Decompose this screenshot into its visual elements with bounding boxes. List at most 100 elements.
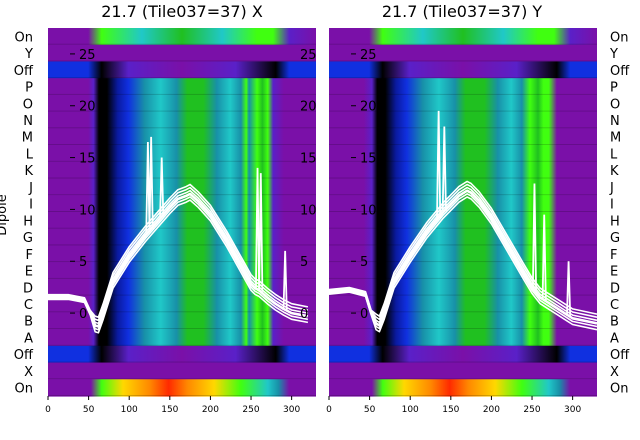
x-tick-label: 200: [483, 405, 500, 415]
row-label-left: C: [24, 298, 33, 313]
overlay-tick-label: 10: [79, 203, 96, 218]
x-tick-label: 0: [45, 405, 51, 415]
overlay-tick-label: 25: [360, 48, 377, 63]
row-separator: [329, 378, 597, 380]
row-label-right: E: [610, 265, 618, 280]
heatmap-row: [329, 345, 597, 364]
trace-line: [48, 186, 309, 322]
row-separator: [48, 227, 316, 229]
heatmap-x: [48, 28, 316, 397]
row-separator: [329, 43, 597, 45]
trace-line: [328, 193, 598, 330]
overlay-tick-label-edge: 15: [300, 152, 317, 167]
heatmap-row: [329, 78, 597, 96]
row-label-right: Off: [610, 348, 630, 363]
row-label-right: C: [610, 298, 619, 313]
row-separator: [48, 211, 316, 212]
row-label-left: Off: [14, 348, 34, 363]
heatmap-row: [48, 78, 316, 96]
row-separator: [329, 144, 597, 146]
row-label-left: O: [23, 97, 33, 112]
row-separator: [48, 277, 316, 279]
x-tick-label: 300: [564, 405, 581, 415]
trace-spike: [258, 173, 264, 292]
y-axis-label: Dipole: [0, 194, 10, 235]
row-separator: [329, 211, 597, 212]
row-separator: [48, 77, 316, 79]
row-label-right: B: [610, 315, 619, 330]
heatmap-row: [329, 28, 597, 46]
heatmap-row: [329, 312, 597, 330]
row-label-right: M: [610, 131, 621, 146]
heatmap-row: [48, 329, 316, 347]
heatmap-row: [329, 362, 597, 380]
overlay-tick-label-edge: 10: [300, 203, 317, 218]
trace-spike: [159, 157, 165, 217]
heatmap-row: [48, 111, 316, 129]
trace-line: [48, 189, 309, 325]
heatmap-row: [329, 128, 597, 146]
row-separator: [48, 60, 316, 62]
row-separator: [329, 395, 597, 396]
row-separator: [48, 294, 316, 296]
row-label-left: E: [25, 265, 33, 280]
row-label-right: On: [610, 30, 628, 45]
row-label-left: On: [15, 382, 33, 397]
trace-spike: [282, 250, 288, 310]
overlay-tick-label: 25: [79, 48, 96, 63]
heatmap-row: [329, 295, 597, 313]
overlay-tick-label: 10: [360, 203, 377, 218]
x-axis-ticks-y: 0 50 100 150 200 250 300: [326, 396, 581, 415]
heatmap-row: [329, 111, 597, 129]
x-tick-label: 250: [523, 405, 540, 415]
row-separator: [329, 294, 597, 296]
row-separator: [48, 244, 316, 246]
row-label-left: L: [26, 147, 34, 162]
row-label-right: A: [610, 331, 619, 346]
row-separator: [48, 93, 316, 95]
row-separator: [329, 177, 597, 179]
heatmap-row: [48, 262, 316, 280]
row-separator: [329, 261, 597, 263]
row-separator: [329, 344, 597, 346]
row-separator: [48, 127, 316, 129]
heatmap-row: [329, 195, 597, 213]
row-separator: [48, 328, 316, 330]
x-tick-label: 50: [83, 405, 95, 415]
x-tick-label: 50: [364, 405, 376, 415]
row-separator: [48, 144, 316, 146]
row-label-left: M: [22, 131, 33, 146]
heatmap-row: [329, 212, 597, 230]
trace-line: [48, 183, 309, 319]
row-label-left: H: [23, 214, 33, 229]
row-separator: [329, 127, 597, 129]
overlay-tick-label: 5: [360, 255, 368, 270]
row-separator: [48, 378, 316, 380]
row-label-right: J: [609, 181, 614, 196]
heatmap-row: [48, 94, 316, 113]
row-separator: [329, 277, 597, 279]
row-separator: [48, 177, 316, 179]
row-label-left: Off: [14, 64, 34, 79]
panel-x-polarization: 21.7 (Tile037=37) X 25201510502520151050…: [45, 2, 316, 415]
overlay-tick-label: 5: [79, 255, 87, 270]
x-tick-label: 150: [442, 405, 459, 415]
trace-line: [328, 189, 598, 327]
trace-line: [328, 196, 598, 333]
row-label-right: On: [610, 382, 628, 397]
row-separator: [329, 244, 597, 246]
heatmap-row: [329, 228, 597, 247]
heatmap-row: [48, 312, 316, 330]
heatmap-row: [48, 345, 316, 364]
overlay-tick-label-edge: 25: [300, 48, 317, 63]
row-label-left: K: [24, 164, 33, 179]
overlay-tick-label-edge: 5: [300, 255, 308, 270]
row-separator: [48, 344, 316, 346]
overlay-tick-label: 20: [79, 100, 96, 115]
row-label-right: N: [610, 114, 620, 129]
heatmap-row: [329, 379, 597, 397]
row-separator: [48, 311, 316, 313]
